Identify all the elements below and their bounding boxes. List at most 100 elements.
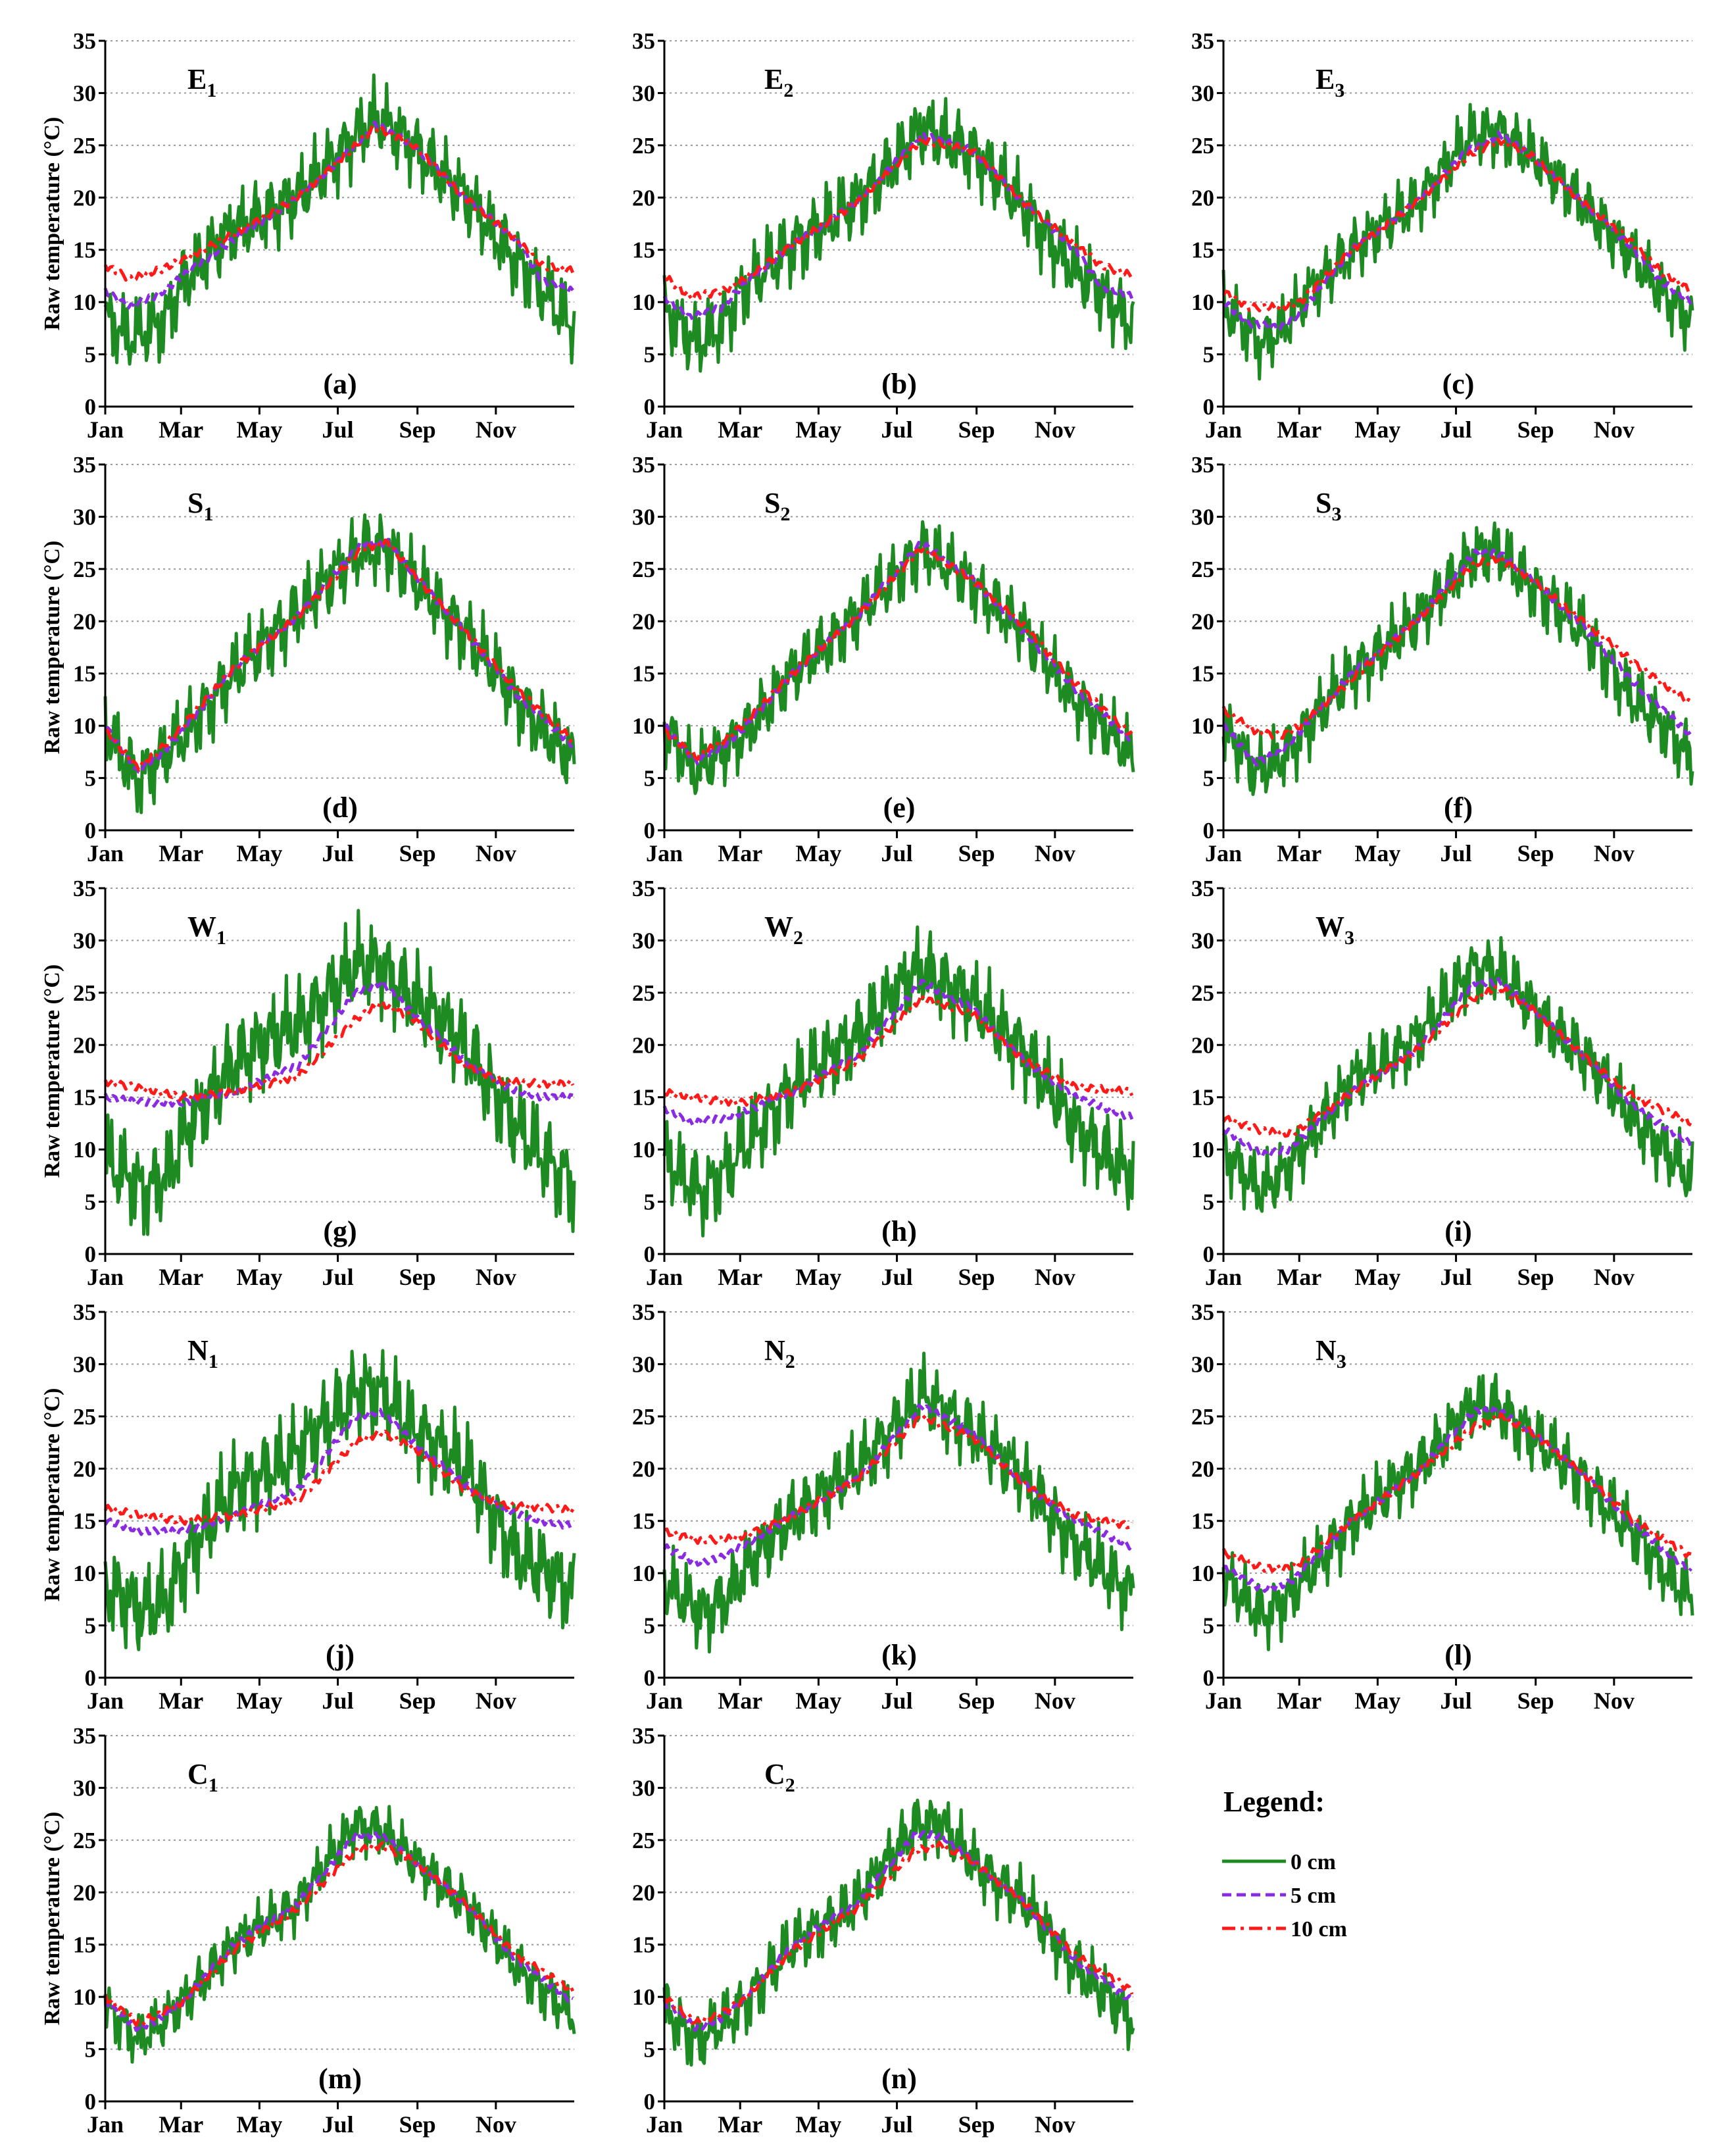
y-tick-label: 15	[632, 1085, 655, 1111]
y-tick-label: 30	[1191, 504, 1214, 530]
panel-letter: (a)	[323, 368, 357, 400]
legend-title: Legend:	[1223, 1786, 1325, 1818]
x-tick-label: Mar	[718, 1264, 762, 1290]
series-line-s5	[104, 538, 574, 775]
x-tick-label: May	[1354, 840, 1400, 866]
series-line-s10	[103, 124, 575, 283]
y-tick-label: 15	[1191, 1509, 1214, 1534]
y-tick-label: 35	[1191, 452, 1214, 478]
y-tick-label: 5	[1203, 766, 1215, 791]
y-tick-label: 20	[73, 609, 96, 634]
panel-letter: (i)	[1444, 1215, 1472, 1247]
series-line-s5	[1222, 976, 1693, 1159]
x-tick-label: Jan	[1205, 1688, 1242, 1714]
y-tick-label: 0	[644, 394, 656, 420]
y-axis-label: Raw temperature (°C)	[40, 965, 64, 1178]
panel-m: 0 5 10 15 20 25 30 35 Jan Mar May Jul Sep Nov C1 (m) Raw…	[40, 1723, 576, 2138]
panel-f: 0 5 10 15 20 25 30 35 Jan Mar May Jul Sep Nov S3 (f)	[1191, 452, 1694, 866]
x-tick-label: Sep	[958, 840, 995, 866]
y-tick-label: 10	[73, 713, 96, 739]
y-tick-label: 20	[632, 1032, 655, 1058]
panel-l: 0 5 10 15 20 25 30 35 Jan Mar May Jul Sep Nov N3 (l)	[1191, 1299, 1694, 1714]
y-tick-label: 30	[73, 80, 96, 106]
x-tick-label: Mar	[1277, 1688, 1321, 1714]
x-tick-label: Mar	[1277, 416, 1321, 443]
y-tick-label: 5	[85, 2037, 97, 2063]
y-tick-label: 25	[73, 133, 96, 159]
series-line-s0	[103, 1349, 576, 1651]
y-tick-label: 10	[1191, 1137, 1214, 1163]
y-tick-label: 0	[85, 818, 97, 843]
y-tick-label: 5	[85, 1190, 97, 1215]
y-axis-label: Raw temperature (°C)	[40, 1812, 64, 2026]
series-line-s10	[1221, 1412, 1692, 1573]
station-label: N3	[1316, 1334, 1346, 1372]
y-tick-label: 10	[1191, 289, 1214, 315]
x-tick-label: Nov	[1035, 1264, 1075, 1290]
legend-label: 5 cm	[1291, 1884, 1336, 1908]
series-line-s10	[103, 1841, 575, 2027]
series-line-s0	[103, 513, 576, 815]
x-tick-label: Jul	[322, 2111, 354, 2138]
series-line-s5	[103, 1407, 574, 1537]
x-tick-label: Jan	[87, 1688, 124, 1714]
legend: Legend: 0 cm 5 cm 10 cm	[1222, 1786, 1347, 1942]
x-tick-label: Mar	[159, 840, 203, 866]
x-tick-label: Nov	[476, 1264, 516, 1290]
station-label: N1	[187, 1334, 218, 1372]
y-tick-label: 20	[632, 1456, 655, 1482]
y-tick-label: 10	[73, 1561, 96, 1586]
y-tick-label: 25	[73, 1828, 96, 1853]
series-line-s10	[664, 992, 1134, 1107]
panel-c: 0 5 10 15 20 25 30 35 Jan Mar May Jul Sep Nov E3 (c)	[1191, 28, 1694, 443]
y-tick-label: 25	[632, 980, 655, 1006]
y-tick-label: 20	[73, 1456, 96, 1482]
station-label: S1	[187, 487, 213, 525]
station-label: W2	[764, 911, 803, 949]
x-tick-label: May	[795, 1688, 841, 1714]
x-tick-label: May	[1354, 1264, 1400, 1290]
y-tick-label: 35	[632, 452, 655, 478]
series-line-s0	[1221, 1372, 1694, 1651]
y-tick-label: 30	[1191, 80, 1214, 106]
y-tick-label: 5	[1203, 1190, 1215, 1215]
x-tick-label: Jan	[646, 2111, 683, 2138]
x-tick-label: Sep	[958, 1264, 995, 1290]
y-tick-label: 30	[632, 80, 655, 106]
station-label: W3	[1316, 911, 1354, 949]
y-tick-label: 30	[1191, 928, 1214, 953]
x-tick-label: May	[1354, 1688, 1400, 1714]
x-tick-label: Nov	[1594, 840, 1635, 866]
panel-h: 0 5 10 15 20 25 30 35 Jan Mar May Jul Sep Nov W2 (h)	[632, 876, 1135, 1290]
y-axis-label: Raw temperature (°C)	[40, 1388, 64, 1602]
y-tick-label: 25	[632, 133, 655, 159]
panel-letter: (h)	[881, 1215, 917, 1247]
panel-letter: (l)	[1444, 1639, 1472, 1671]
y-tick-label: 10	[632, 1561, 655, 1586]
x-tick-label: Mar	[718, 2111, 762, 2138]
y-tick-label: 20	[1191, 609, 1214, 634]
panel-letter: (k)	[881, 1639, 917, 1671]
y-axis-label: Raw temperature (°C)	[40, 541, 64, 755]
series-line-s0	[662, 1351, 1135, 1654]
y-tick-label: 10	[632, 289, 655, 315]
station-label: S2	[764, 487, 790, 525]
x-tick-label: Jan	[1205, 840, 1242, 866]
x-tick-label: Jan	[87, 1264, 124, 1290]
y-tick-label: 30	[632, 1351, 655, 1377]
y-tick-label: 35	[73, 1299, 96, 1325]
x-tick-label: Jul	[322, 1264, 354, 1290]
x-tick-label: Nov	[476, 2111, 516, 2138]
y-tick-label: 35	[73, 452, 96, 478]
y-tick-label: 0	[644, 818, 656, 843]
y-tick-label: 0	[1203, 394, 1215, 420]
series-line-s0	[105, 909, 576, 1236]
x-tick-label: Jul	[881, 1688, 913, 1714]
x-tick-label: Jan	[1205, 416, 1242, 443]
x-tick-label: Jan	[87, 2111, 124, 2138]
y-tick-label: 25	[1191, 557, 1214, 582]
x-tick-label: May	[236, 416, 282, 443]
panel-d: 0 5 10 15 20 25 30 35 Jan Mar May Jul Sep Nov S1 (d) Raw…	[40, 452, 576, 866]
station-label: E1	[187, 63, 216, 101]
